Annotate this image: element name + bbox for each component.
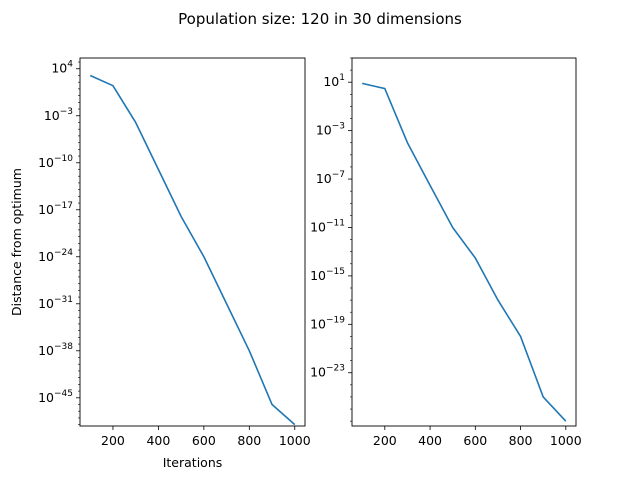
x-tick-label: 400 [418, 433, 442, 448]
axes-frame [79, 57, 306, 427]
x-tick-label: 800 [509, 433, 533, 448]
y-tick-label: 10−17 [38, 201, 73, 217]
x-tick-label: 1000 [279, 433, 311, 448]
y-tick-label: 10−3 [44, 107, 73, 123]
y-tick-label: 10−45 [38, 389, 73, 405]
x-axis-label: Iterations [163, 455, 223, 470]
y-tick-label: 10−11 [310, 218, 345, 234]
series-line [362, 82, 567, 422]
series-line [89, 74, 296, 426]
right-subplot: 200 400 600 800 1000 101 10−3 10−7 10−11 10−15 10−… [310, 57, 582, 448]
x-tick-label: 400 [146, 433, 170, 448]
x-tick-label: 800 [237, 433, 261, 448]
y-tick-label: 10−10 [38, 154, 73, 170]
x-tick-label: 200 [101, 433, 125, 448]
left-subplot: 200 400 600 800 1000 104 10−3 10−10 10−17 10−24 10… [9, 57, 311, 470]
y-tick-label: 10−31 [38, 295, 73, 311]
axes-frame [351, 57, 577, 427]
y-tick-label: 10−7 [316, 170, 345, 186]
y-tick-label: 10−15 [310, 267, 345, 283]
figure-title: Population size: 120 in 30 dimensions [178, 10, 462, 28]
x-tick-label: 600 [192, 433, 216, 448]
y-tick-label: 10−23 [310, 364, 345, 380]
y-tick-label: 10−38 [38, 342, 73, 358]
y-tick-label: 104 [51, 60, 73, 76]
y-tick-label: 10−19 [310, 315, 345, 331]
x-tick-label: 1000 [550, 433, 582, 448]
y-tick-label: 10−24 [38, 248, 73, 264]
x-tick-label: 600 [463, 433, 487, 448]
y-axis-label: Distance from optimum [9, 168, 24, 316]
y-tick-label: 101 [323, 73, 345, 89]
y-tick-label: 10−3 [316, 122, 345, 138]
x-tick-label: 200 [373, 433, 397, 448]
